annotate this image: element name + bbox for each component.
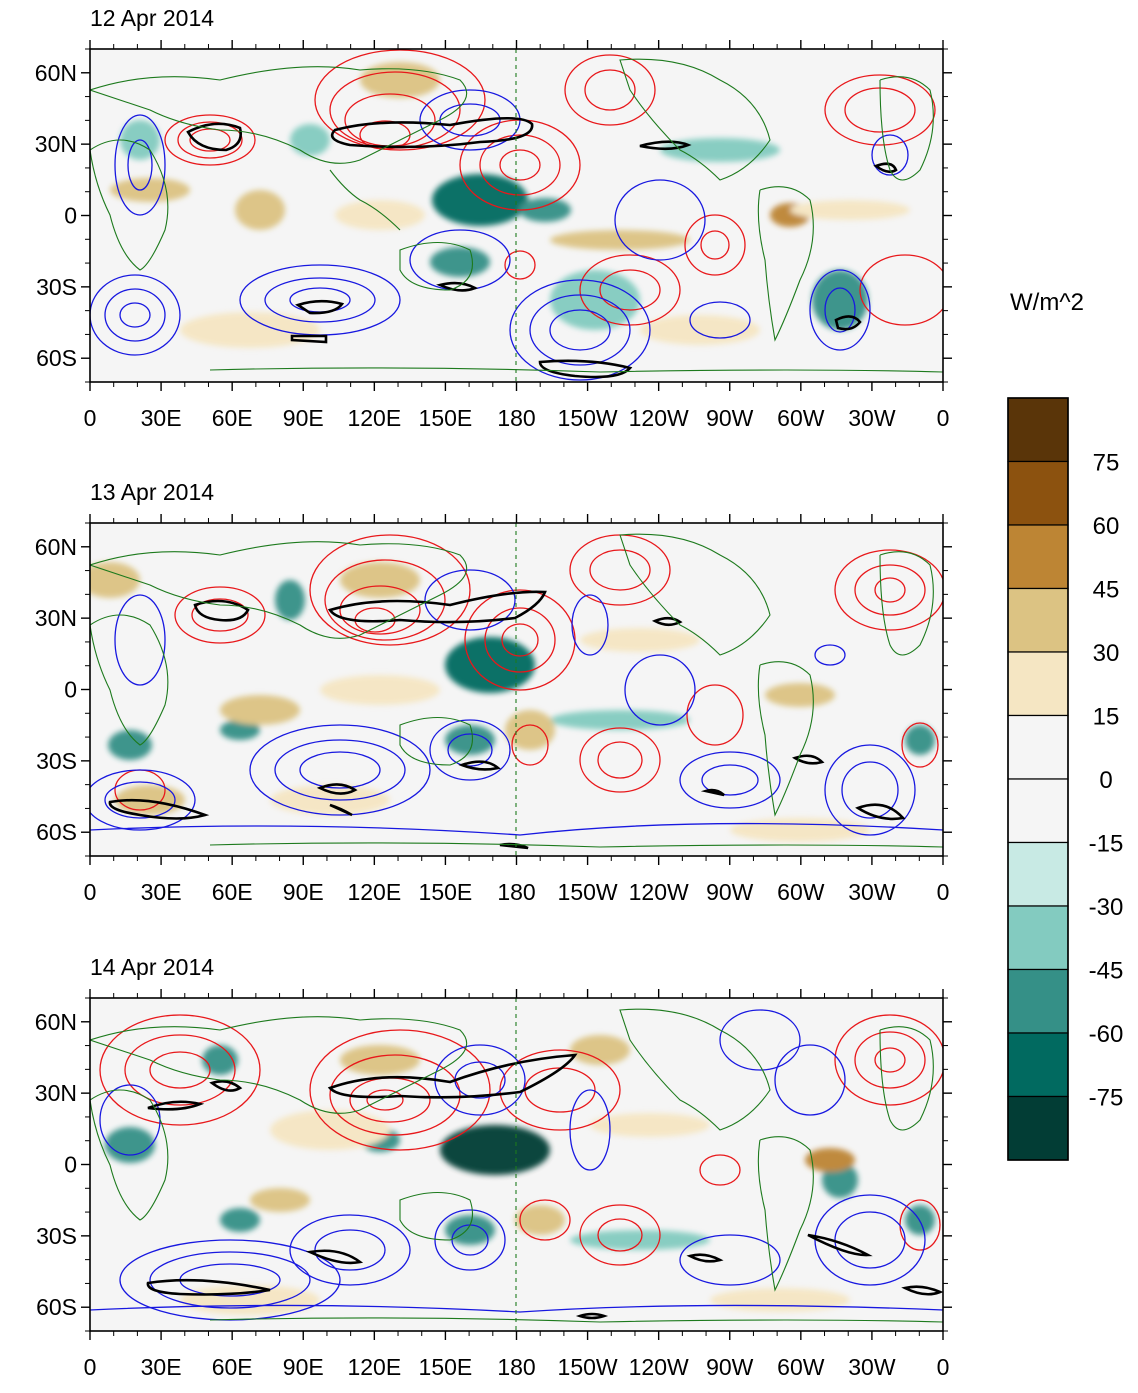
colorbar-swatch: [1007, 460, 1069, 526]
lon-tick-label: 120E: [347, 405, 401, 431]
lat-tick-label: 60S: [36, 345, 77, 371]
lat-tick-label: 30S: [36, 1223, 77, 1249]
colorbar-label: 15: [1093, 704, 1120, 731]
lon-tick-label: 150E: [419, 1354, 473, 1380]
lat-tick-label: 60N: [35, 534, 77, 560]
lon-tick-label: 120W: [629, 1354, 689, 1380]
colorbar-swatch: [1007, 905, 1069, 971]
colorbar-label: -60: [1089, 1021, 1124, 1048]
colorbar-label: 30: [1093, 640, 1120, 667]
colorbar-unit: W/m^2: [1010, 289, 1084, 316]
lon-tick-label: 30E: [141, 1354, 182, 1380]
lon-tick-label: 150E: [419, 879, 473, 905]
lon-tick-label: 120W: [629, 879, 689, 905]
lon-tick-label: 150E: [419, 405, 473, 431]
lon-tick-label: 90W: [706, 879, 754, 905]
colorbar-label: -30: [1089, 894, 1124, 921]
panel-2-field: [90, 523, 943, 856]
lat-tick-label: 60N: [35, 60, 77, 86]
lat-tick-label: 30N: [35, 605, 77, 631]
colorbar-label: 45: [1093, 577, 1120, 604]
lon-tick-label: 60E: [212, 879, 253, 905]
lon-tick-label: 150W: [558, 405, 618, 431]
panel-1-field: [90, 49, 943, 382]
lon-tick-label: 180: [497, 879, 535, 905]
colorbar-swatch: [1007, 397, 1069, 463]
lon-tick-label: 90E: [283, 879, 324, 905]
panel-2-title: 13 Apr 2014: [90, 479, 214, 505]
colorbar: 75 60 45 30 15 0 -15 -30 -45 -60 -75: [1007, 397, 1124, 1161]
lon-tick-label: 90W: [706, 1354, 754, 1380]
lat-tick-label: 60N: [35, 1009, 77, 1035]
lon-tick-label: 0: [937, 405, 950, 431]
lon-tick-label: 90E: [283, 1354, 324, 1380]
lon-tick-label: 0: [84, 405, 97, 431]
lon-tick-label: 30W: [848, 879, 896, 905]
colorbar-swatch: [1007, 1032, 1069, 1098]
lon-tick-label: 30W: [848, 405, 896, 431]
lon-tick-label: 0: [937, 1354, 950, 1380]
panel-1-title: 12 Apr 2014: [90, 5, 214, 31]
lon-tick-label: 0: [84, 879, 97, 905]
colorbar-swatch: [1007, 841, 1069, 907]
map-panel-3: 14 Apr 2014: [35, 954, 952, 1380]
lon-tick-label: 30E: [141, 879, 182, 905]
map-panel-1: 12 Apr 2014: [35, 5, 952, 431]
panel-2-ticks: 60N 30N 0 30S 60S 0 30E 60E 90E 120E 150E 180 150W 12…: [35, 514, 952, 905]
panel-3-ticks: 60N 30N 0 30S 60S 0 30E 60E 90E 120E 150E 180 150W 12…: [35, 989, 952, 1380]
map-panel-2: 13 Apr 2014: [35, 479, 952, 905]
lon-tick-label: 0: [937, 879, 950, 905]
lat-tick-label: 0: [64, 1152, 77, 1178]
lat-tick-label: 30S: [36, 748, 77, 774]
lon-tick-label: 90E: [283, 405, 324, 431]
lat-tick-label: 30S: [36, 274, 77, 300]
colorbar-label: 0: [1099, 767, 1112, 794]
colorbar-swatch: [1007, 714, 1069, 780]
lon-tick-label: 30E: [141, 405, 182, 431]
lon-tick-label: 60W: [777, 879, 825, 905]
lat-tick-label: 60S: [36, 1294, 77, 1320]
lat-tick-label: 0: [64, 203, 77, 229]
lat-tick-label: 30N: [35, 1080, 77, 1106]
colorbar-label: -45: [1089, 958, 1124, 985]
lon-tick-label: 120E: [347, 1354, 401, 1380]
colorbar-label: 60: [1093, 513, 1120, 540]
lon-tick-label: 120E: [347, 879, 401, 905]
colorbar-label: -75: [1089, 1085, 1124, 1112]
lon-tick-label: 60W: [777, 405, 825, 431]
colorbar-swatch: [1007, 1095, 1069, 1161]
lon-tick-label: 30W: [848, 1354, 896, 1380]
panel-3-title: 14 Apr 2014: [90, 954, 214, 980]
lon-tick-label: 180: [497, 405, 535, 431]
lon-tick-label: 60E: [212, 405, 253, 431]
panel-3-field: [90, 998, 943, 1331]
lat-tick-label: 60S: [36, 819, 77, 845]
lon-tick-label: 150W: [558, 1354, 618, 1380]
lat-tick-label: 30N: [35, 131, 77, 157]
colorbar-swatch: [1007, 651, 1069, 717]
lon-tick-label: 60E: [212, 1354, 253, 1380]
lon-tick-label: 150W: [558, 879, 618, 905]
colorbar-swatch: [1007, 524, 1069, 590]
lon-tick-label: 90W: [706, 405, 754, 431]
lon-tick-label: 180: [497, 1354, 535, 1380]
colorbar-swatch: [1007, 778, 1069, 844]
lon-tick-label: 120W: [629, 405, 689, 431]
colorbar-label: -15: [1089, 831, 1124, 858]
colorbar-label: 75: [1093, 450, 1120, 477]
panel-1-ticks: 60N 30N 0 30S 60S 0 30E 60E 90E 120E 150E 180 150W 12…: [35, 40, 952, 431]
lat-tick-label: 0: [64, 677, 77, 703]
lon-tick-label: 60W: [777, 1354, 825, 1380]
colorbar-swatch: [1007, 968, 1069, 1034]
lon-tick-label: 0: [84, 1354, 97, 1380]
colorbar-swatch: [1007, 587, 1069, 653]
